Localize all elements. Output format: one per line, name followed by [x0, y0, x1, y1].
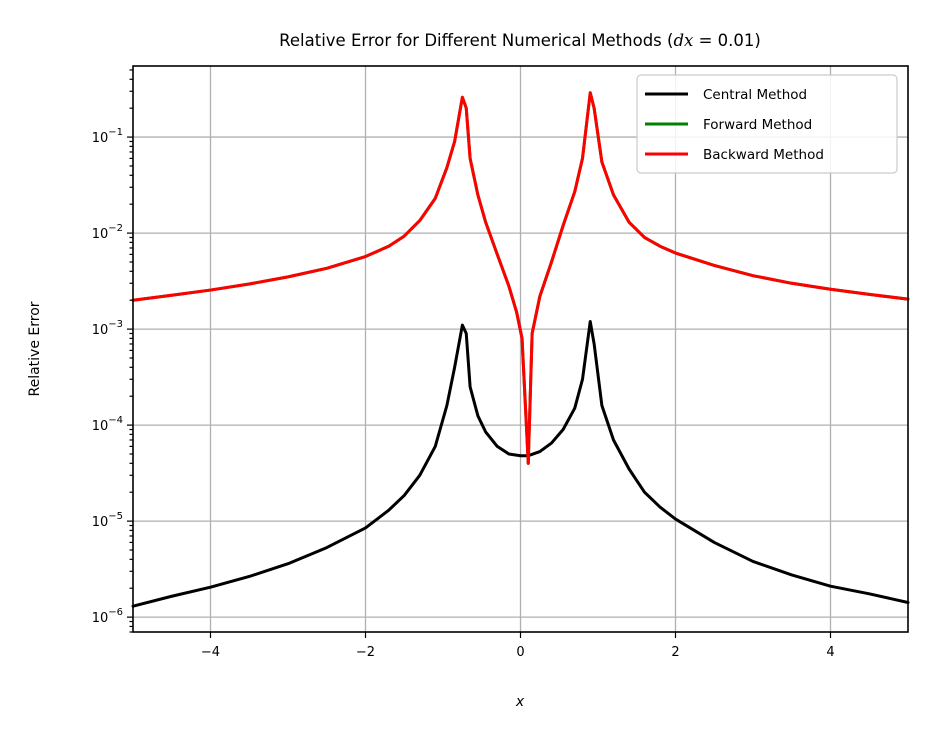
x-tick-label: 0 — [516, 645, 524, 660]
x-axis-label: x — [515, 694, 525, 710]
y-tick-label: 10−1 — [92, 127, 123, 146]
y-tick-label: 10−2 — [92, 223, 123, 242]
chart-title: Relative Error for Different Numerical M… — [279, 31, 761, 50]
axis-ticks: −4 −2 0 2 4 10−6 10−5 10−4 10−3 10−2 10−1 — [92, 69, 835, 660]
y-tick-label: 10−3 — [92, 319, 123, 338]
y-tick-label: 10−4 — [92, 415, 123, 434]
plot-series — [131, 91, 910, 608]
legend-label-forward-method: Forward Method — [703, 117, 812, 133]
legend-label-central-method: Central Method — [703, 87, 807, 103]
legend: Central Method Forward Method Backward Met… — [636, 74, 898, 174]
legend-box — [636, 74, 898, 174]
series-line-backward-method — [131, 91, 910, 465]
y-axis-label: Relative Error — [27, 301, 43, 396]
series-line-central-method — [131, 320, 910, 608]
legend-label-backward-method: Backward Method — [703, 147, 824, 163]
y-tick-label: 10−5 — [92, 511, 123, 530]
y-tick-label: 10−6 — [92, 607, 123, 626]
x-tick-label: −4 — [201, 645, 220, 660]
x-tick-label: 2 — [671, 645, 679, 660]
x-tick-label: −2 — [356, 645, 375, 660]
x-tick-label: 4 — [826, 645, 834, 660]
